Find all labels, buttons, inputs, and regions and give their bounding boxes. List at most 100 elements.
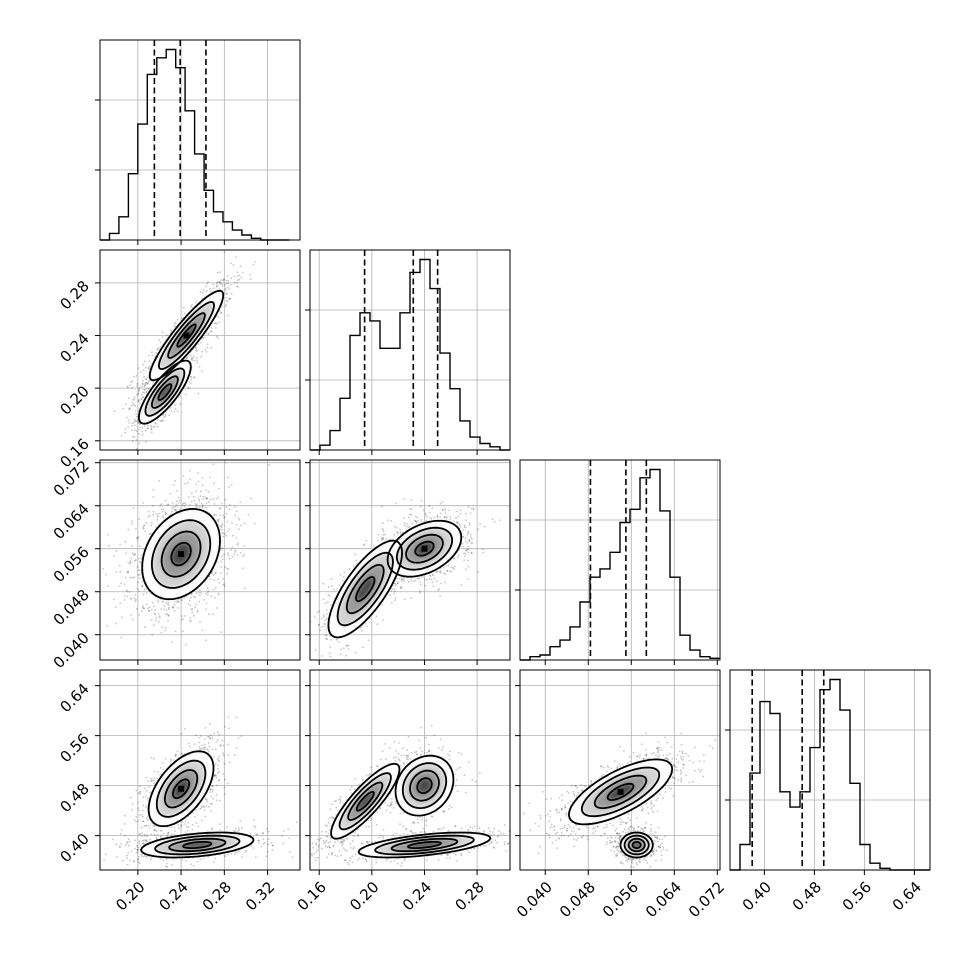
scatter-point [450,566,453,569]
scatter-point [190,608,193,611]
scatter-point [229,557,231,560]
scatter-point [184,393,187,396]
scatter-point [190,355,193,358]
scatter-point [215,498,218,500]
scatter-point [142,605,144,607]
scatter-point [491,518,494,521]
scatter-point [168,606,170,609]
scatter-point [159,341,162,344]
scatter-point [329,646,332,648]
scatter-point [399,585,402,588]
scatter-point [148,368,151,370]
scatter-point [130,522,133,525]
scatter-point [204,592,207,595]
scatter-point [242,271,244,274]
scatter-point [436,515,439,517]
scatter-point [163,416,165,419]
scatter-point [339,653,342,656]
scatter-point [137,422,139,425]
scatter-point [466,549,469,551]
scatter-point [138,574,141,576]
scatter-point [467,578,470,580]
scatter-point [224,293,227,296]
contour-level-1 [157,301,216,371]
scatter-point [206,594,209,596]
scatter-point [400,587,402,590]
scatter-point [467,545,470,548]
scatter-point [212,498,214,500]
scatter-point [460,545,463,548]
scatter-point [143,607,146,610]
scatter-point [233,551,236,553]
scatter-point [168,608,170,611]
scatter-point [152,488,155,491]
scatter-point [159,346,162,348]
scatter-point [448,509,450,512]
scatter-point [194,606,197,609]
scatter-point [137,536,140,539]
scatter-point [438,588,441,590]
scatter-point [449,518,452,521]
scatter-point [171,502,174,504]
scatter-point [141,398,143,401]
scatter-point [226,300,229,303]
scatter-point [142,396,145,398]
scatter-point [199,490,202,493]
scatter-point [126,590,129,593]
scatter-point [205,608,208,611]
scatter-point [354,651,357,654]
scatter-point [234,549,237,552]
scatter-point [462,536,465,538]
scatter-point [141,426,144,429]
scatter-point [190,500,193,503]
scatter-point [115,550,118,552]
scatter-point [156,348,159,350]
scatter-point [182,502,184,505]
panel-background [730,670,930,870]
scatter-point [201,629,204,632]
scatter-point [138,577,141,579]
scatter-point [217,496,219,499]
scatter-point [150,608,153,611]
scatter-point [211,570,214,573]
panel-frame [99,249,301,451]
scatter-point [470,536,472,539]
scatter-point [446,569,449,572]
scatter-point [160,508,163,511]
x-tick-label-p3: 0.48 [789,878,825,914]
scatter-point [465,568,467,571]
scatter-point [185,643,188,646]
scatter-point [220,528,223,531]
scatter-point [222,577,225,580]
scatter-point [235,524,238,526]
scatter-point [335,638,338,641]
scatter-point [428,574,431,577]
scatter-point [219,271,221,274]
scatter-point [151,504,154,507]
scatter-point [119,602,122,604]
scatter-point [381,522,384,525]
scatter-point [212,588,215,591]
scatter-point [127,571,129,574]
scatter-point [136,382,139,385]
scatter-point [226,476,229,479]
scatter-point [430,578,433,581]
scatter-point [373,545,375,548]
scatter-point [148,388,151,391]
scatter-point [198,365,201,368]
scatter-point [120,636,123,639]
scatter-point [460,584,463,586]
scatter-point [175,503,178,505]
scatter-point [133,554,136,556]
scatter-point [230,277,233,280]
scatter-point [146,390,148,393]
scatter-point [198,594,201,597]
scatter-point [177,600,180,603]
scatter-point [240,276,243,279]
scatter-point [419,584,422,586]
scatter-point [137,590,140,593]
scatter-point [162,600,165,603]
scatter-point [420,505,422,508]
scatter-point [453,565,456,568]
scatter-point [367,639,370,642]
